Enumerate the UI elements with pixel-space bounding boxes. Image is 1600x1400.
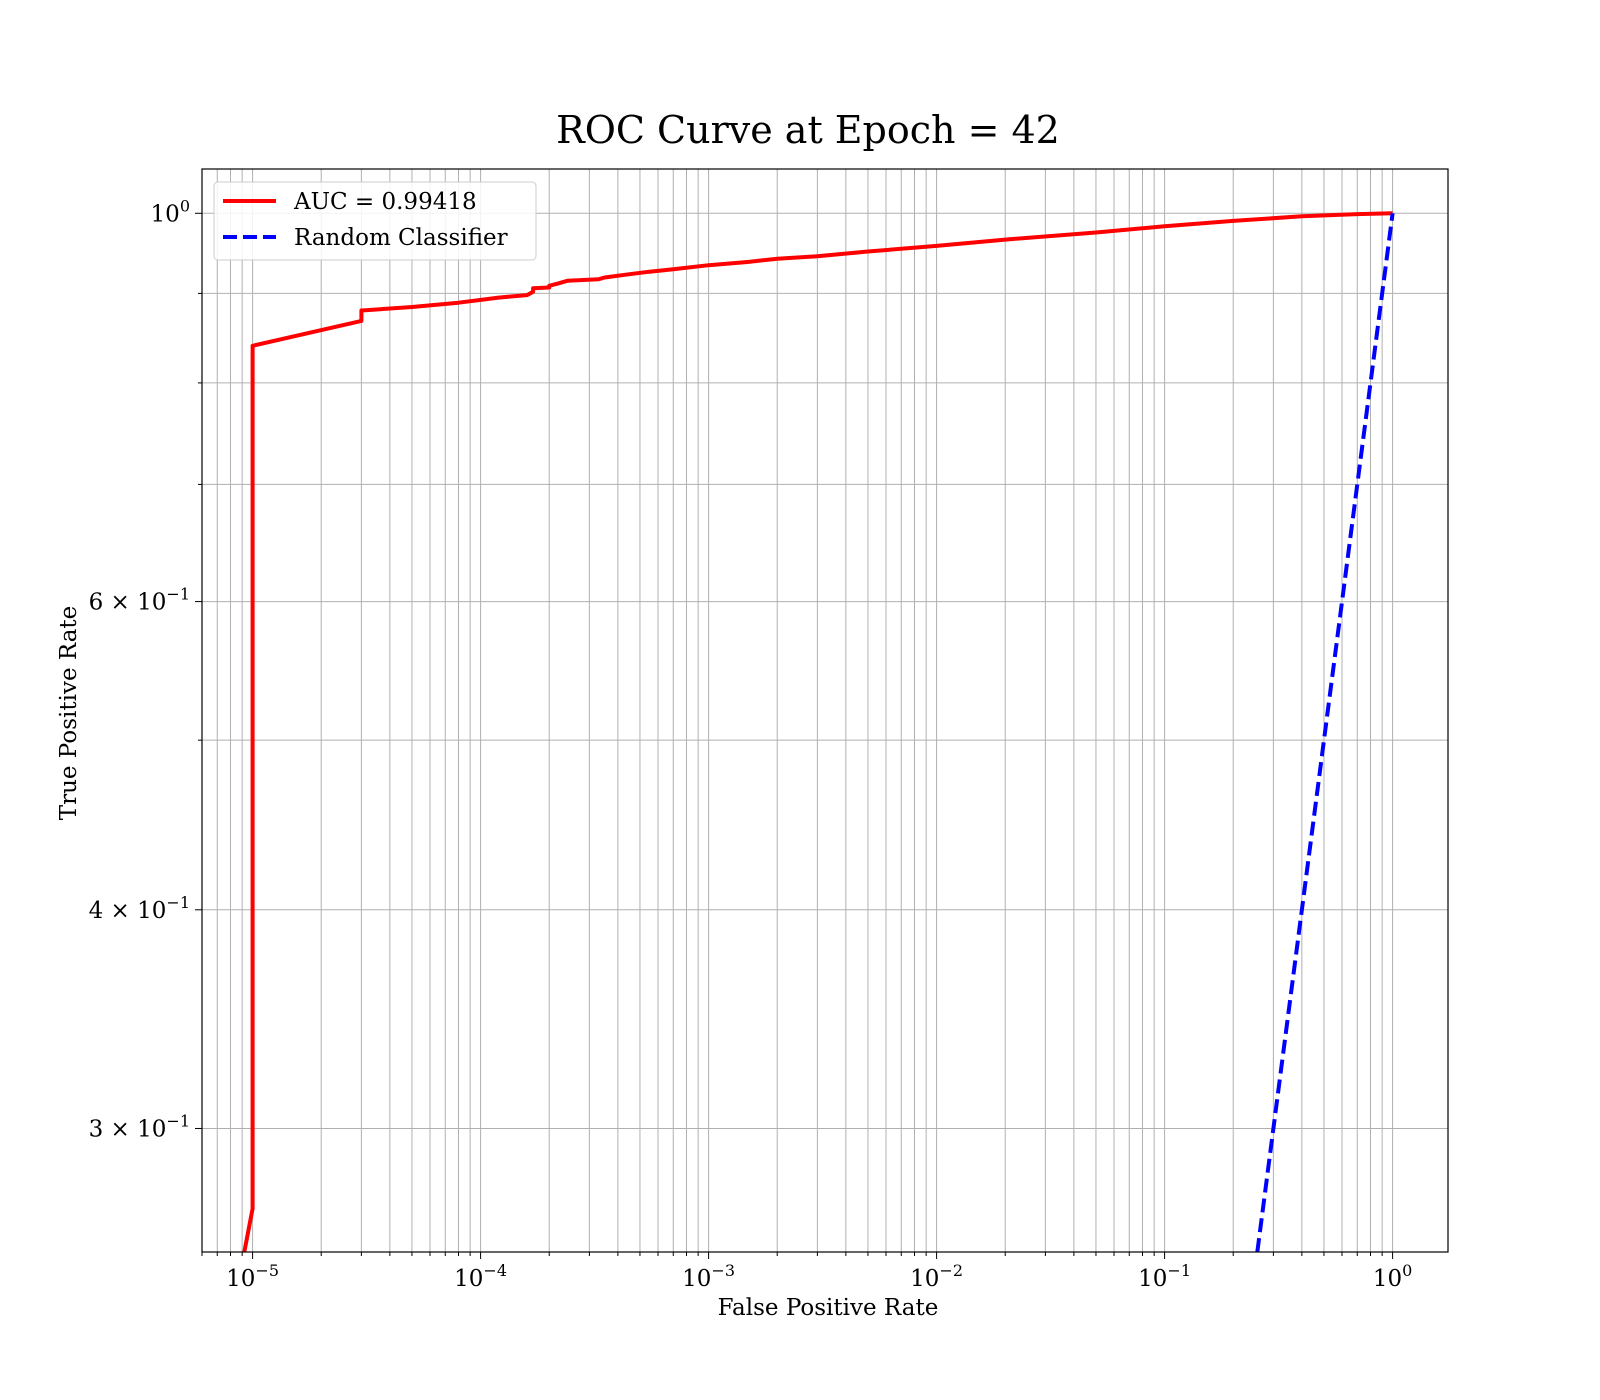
plot-area <box>201 168 1449 1253</box>
x-axis: 10−5 10−4 10−3 10−2 10−1 100 <box>201 1252 1412 1292</box>
y-tick-label: 4 × 10−1 <box>89 893 190 924</box>
chart-title: ROC Curve at Epoch = 42 <box>556 108 1060 152</box>
x-tick-label: 10−1 <box>1138 1261 1191 1292</box>
legend: AUC = 0.99418 Random Classifier <box>213 181 537 261</box>
series-layer <box>242 211 1395 1253</box>
series-line-1 <box>242 211 1393 1253</box>
y-tick-label: 6 × 10−1 <box>89 585 190 616</box>
grid <box>201 169 1448 1252</box>
legend-label-2: Random Classifier <box>294 225 508 251</box>
y-tick-label: 3 × 10−1 <box>89 1111 190 1142</box>
x-tick-label: 10−3 <box>682 1261 735 1292</box>
x-tick-label: 100 <box>1373 1261 1412 1292</box>
series-line-2 <box>1255 213 1395 1253</box>
x-tick-label: 10−4 <box>454 1261 507 1292</box>
x-axis-label: False Positive Rate <box>718 1295 939 1321</box>
legend-box <box>213 181 537 261</box>
y-tick-label: 100 <box>151 196 190 227</box>
x-tick-label: 10−2 <box>910 1261 963 1292</box>
y-axis: 100 6 × 10−1 4 × 10−1 3 × 10−1 <box>89 196 202 1142</box>
y-axis-label: True Positive Rate <box>56 606 82 821</box>
x-tick-label: 10−5 <box>226 1261 279 1292</box>
legend-label-1: AUC = 0.99418 <box>293 189 477 215</box>
